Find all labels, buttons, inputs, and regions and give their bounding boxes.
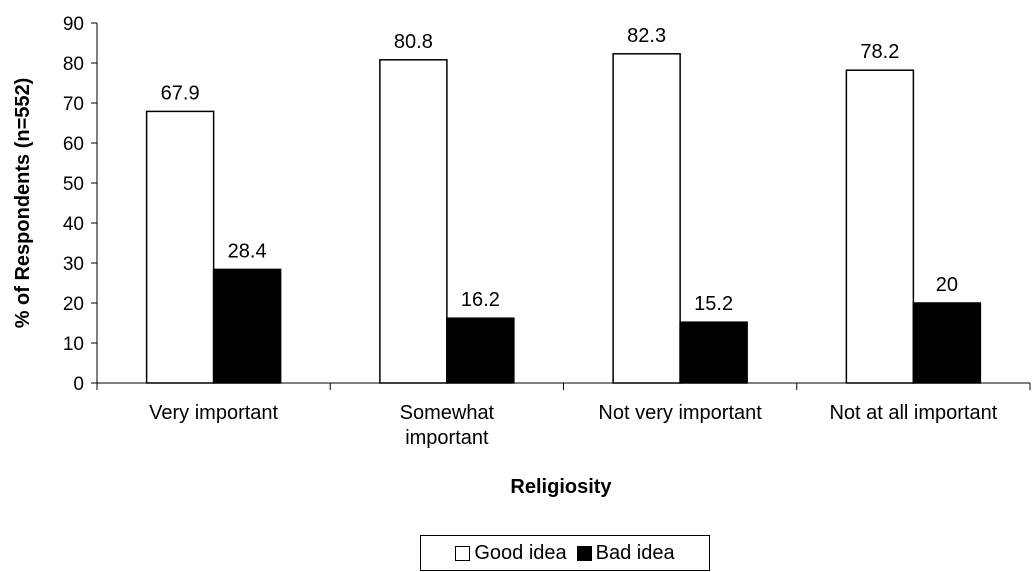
data-label-good-idea: 80.8	[394, 31, 433, 53]
bar-good-idea	[379, 59, 448, 384]
y-tick-label: 80	[63, 54, 84, 75]
y-tick-label: 50	[63, 174, 84, 195]
category-label: Not at all important	[829, 402, 997, 424]
data-label-good-idea: 78.2	[860, 41, 899, 63]
category-label: Somewhat important	[400, 402, 495, 449]
legend-swatch-good-idea	[455, 545, 471, 561]
y-tick-label: 30	[63, 254, 84, 275]
legend-item-bad-idea: Bad idea	[576, 541, 675, 565]
y-tick-label: 0	[73, 374, 84, 395]
bars	[145, 53, 982, 384]
data-label-bad-idea: 28.4	[228, 240, 267, 262]
category-label: Not very important	[598, 402, 762, 424]
bar-bad-idea	[912, 302, 982, 384]
legend: Good idea Bad idea	[420, 535, 710, 571]
data-label-good-idea: 82.3	[627, 25, 666, 47]
data-labels: 67.9 80.8 82.3 78.2 28.4 16.2 15.2 20	[161, 25, 958, 315]
legend-swatch-bad-idea	[576, 545, 592, 561]
legend-label-good-idea: Good idea	[474, 541, 567, 564]
legend-label-bad-idea: Bad idea	[595, 541, 675, 564]
y-axis: 0 10 20 30 40 50 60 70 80 90	[63, 14, 98, 395]
data-label-bad-idea: 15.2	[694, 293, 733, 315]
y-axis-title: % of Respondents (n=552)	[12, 78, 34, 329]
category-label: Very important	[149, 402, 278, 424]
y-tick-label: 10	[63, 334, 84, 355]
y-tick-label: 70	[63, 94, 84, 115]
y-tick-label: 60	[63, 134, 84, 155]
data-label-good-idea: 67.9	[161, 82, 200, 104]
y-tick-label: 20	[63, 294, 84, 315]
bar-bad-idea	[446, 317, 515, 384]
bar-bad-idea	[679, 321, 748, 384]
y-tick-label: 40	[63, 214, 84, 235]
bar-good-idea	[612, 53, 681, 384]
bar-good-idea	[145, 110, 215, 384]
data-label-bad-idea: 16.2	[461, 289, 500, 311]
data-label-bad-idea: 20	[936, 274, 958, 296]
bar-good-idea	[845, 69, 915, 384]
bar-bad-idea	[212, 268, 282, 384]
y-tick-label: 90	[63, 14, 84, 35]
legend-item-good-idea: Good idea	[455, 541, 567, 565]
x-axis: Very important Somewhat important Not very …	[96, 382, 1031, 449]
x-axis-title: Religiosity	[510, 476, 612, 498]
